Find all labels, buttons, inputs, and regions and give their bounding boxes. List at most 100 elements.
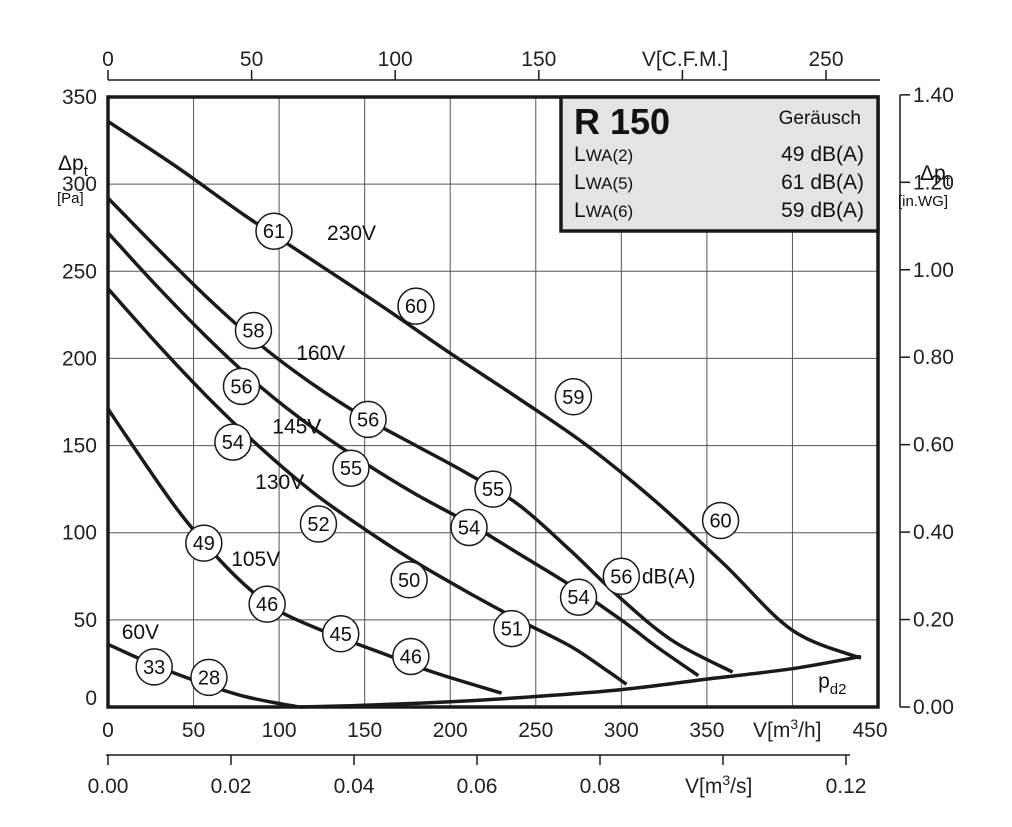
noise-marker-value: 54 xyxy=(567,587,589,609)
x-tick-label: 150 xyxy=(347,719,382,742)
noise-marker-value: 55 xyxy=(482,479,504,501)
voltage-label: 130V xyxy=(255,471,304,494)
info-box-row-value: 59 dB(A) xyxy=(781,199,864,222)
voltage-label: 105V xyxy=(231,548,280,571)
noise-marker-circle xyxy=(214,423,252,461)
bottom2-axis-unit-label: V[m3/s] xyxy=(685,772,752,798)
bottom2-tick-label: 0.12 xyxy=(826,775,867,798)
noise-marker-value: 46 xyxy=(400,646,422,668)
info-box-frame xyxy=(559,95,880,233)
x-axis-unit-label: V[m3/h] xyxy=(753,716,822,742)
noise-marker-value: 55 xyxy=(340,458,362,480)
noise-marker-value: 60 xyxy=(709,511,731,533)
noise-marker-circle xyxy=(602,557,641,596)
noise-marker-value: 61 xyxy=(263,221,285,243)
top-axis-tick-label: 150 xyxy=(521,48,556,71)
curve-145v xyxy=(106,231,700,678)
noise-marker-circle xyxy=(554,378,593,416)
noise-marker-value: 60 xyxy=(405,296,427,318)
noise-marker-value: 49 xyxy=(193,533,215,555)
noise-marker-value: 54 xyxy=(222,432,244,454)
noise-marker-value: 54 xyxy=(458,517,480,539)
top-axis-tick-label: 0 xyxy=(102,48,114,71)
noise-marker-circle xyxy=(234,311,273,350)
x-tick-label: 0 xyxy=(102,719,114,742)
y-left-tick-label: 0 xyxy=(85,687,97,710)
noise-marker-value: 51 xyxy=(501,619,523,641)
noise-marker-circle xyxy=(450,508,488,547)
info-box-row-value: 61 dB(A) xyxy=(781,171,864,194)
plot-frame xyxy=(106,95,880,709)
y-right-tick-label: 1.40 xyxy=(913,84,954,107)
curve-labels: 230V 160V 145V 130V 105V 60V dB(A) pd2 xyxy=(122,222,847,698)
info-box-row-label: LWA(2) xyxy=(574,143,633,166)
x-tick-label: 350 xyxy=(689,719,724,742)
noise-marker-value: 45 xyxy=(330,624,352,646)
voltage-label: 60V xyxy=(122,621,159,644)
y-left-tick-label: 250 xyxy=(62,260,97,283)
noise-marker-circle xyxy=(390,561,428,599)
noise-marker-value: 56 xyxy=(230,376,252,398)
noise-marker-value: 46 xyxy=(256,594,278,616)
y-left-axis-label: Δpt xyxy=(58,152,89,180)
noise-marker-value: 59 xyxy=(562,387,584,409)
noise-unit-label: dB(A) xyxy=(642,565,696,588)
top-axis-tick-label: 250 xyxy=(808,48,843,71)
curve-pd2 xyxy=(299,654,862,709)
curve-230v xyxy=(107,119,862,660)
bottom2-tick-label: 0.08 xyxy=(580,775,621,798)
noise-marker-circle xyxy=(493,609,531,648)
noise-marker-circle xyxy=(392,637,430,676)
noise-marker-circle xyxy=(248,585,286,623)
y-left-axis-unit: [Pa] xyxy=(57,190,84,207)
x-tick-label: 300 xyxy=(604,719,639,742)
y-right-tick-label: 1.00 xyxy=(913,259,954,282)
voltage-label: 160V xyxy=(296,342,345,365)
noise-marker-value: 56 xyxy=(610,566,632,588)
noise-marker-value: 58 xyxy=(242,321,264,343)
noise-marker-circle xyxy=(321,615,360,653)
bottom2-tick-label: 0.02 xyxy=(211,775,252,798)
y-right-tick-label: 0.20 xyxy=(913,609,954,632)
voltage-label: 145V xyxy=(272,415,321,438)
y-left-tick-label: 350 xyxy=(62,86,97,109)
noise-markers: 6160596058565556565554545452505149464546… xyxy=(135,212,740,697)
noise-marker-circle xyxy=(222,367,261,406)
x-tick-label: 250 xyxy=(518,719,553,742)
noise-marker-circle xyxy=(190,658,228,697)
noise-marker-circle xyxy=(135,648,173,686)
noise-marker-circle xyxy=(701,501,740,540)
top-axis-tick-label: 100 xyxy=(378,48,413,71)
noise-marker-value: 50 xyxy=(398,570,420,592)
info-box-row-label: LWA(5) xyxy=(574,171,633,194)
noise-marker-circle xyxy=(559,578,598,616)
noise-marker-circle xyxy=(255,212,293,250)
x-tick-label: 450 xyxy=(852,719,887,742)
noise-marker-circle xyxy=(349,400,387,439)
axes: 0 50 100 150 200 250 300 350 450V[m3/h]050100150… xyxy=(57,48,954,798)
y-left-tick-label: 200 xyxy=(62,347,97,370)
x-tick-label: 200 xyxy=(433,719,468,742)
curve-160v xyxy=(106,196,734,674)
info-box: R 150 Geräusch LWA(2) 49 dB(A) LWA(5) 61 dB(A… xyxy=(559,95,880,233)
bottom2-tick-label: 0.04 xyxy=(334,775,375,798)
noise-marker-circle xyxy=(299,505,338,543)
noise-marker-circle xyxy=(474,470,512,508)
info-box-row-label: LWA(6) xyxy=(574,199,633,222)
noise-marker-value: 52 xyxy=(307,514,329,536)
y-right-tick-label: 0.60 xyxy=(913,434,954,457)
y-right-tick-label: 0.40 xyxy=(913,521,954,544)
info-box-title: R 150 xyxy=(574,101,670,142)
noise-marker-circle xyxy=(185,524,223,562)
y-left-tick-label: 300 xyxy=(62,173,97,196)
y-left-tick-label: 150 xyxy=(62,435,97,458)
top-axis-unit-label: V[C.F.M.] xyxy=(642,48,728,71)
y-left-tick-label: 50 xyxy=(74,609,97,632)
curve-105v xyxy=(106,408,503,695)
y-left-tick-label: 100 xyxy=(62,522,97,545)
x-tick-label: 100 xyxy=(262,719,297,742)
info-box-row-value: 49 dB(A) xyxy=(781,143,864,166)
noise-marker-circle xyxy=(332,449,370,487)
voltage-label: 230V xyxy=(327,222,376,245)
